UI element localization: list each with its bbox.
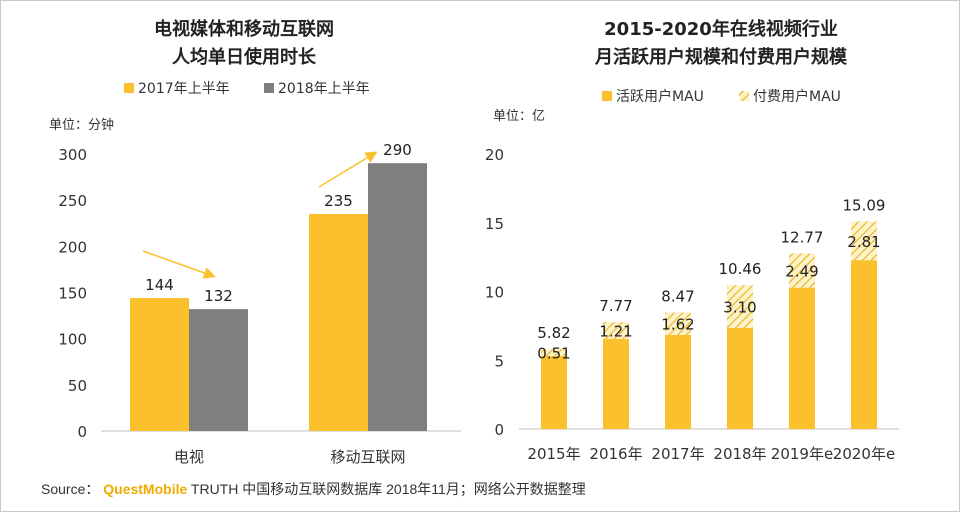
right-bar-active: [603, 338, 629, 429]
source-label: Source：: [41, 481, 100, 497]
right-total-label: 12.77: [781, 228, 824, 246]
right-bar-paid: [541, 348, 567, 356]
right-paid-label: 0.51: [537, 344, 570, 362]
left-bar-value-label: 235: [324, 192, 353, 210]
right-bar-active: [789, 287, 815, 429]
left-bar-value-label: 290: [383, 141, 412, 159]
right-legend-label-paid: 付费用户MAU: [753, 88, 841, 105]
left-bar-value-label: 144: [145, 276, 174, 294]
right-y-tick-label: 5: [494, 352, 504, 370]
left-unit-label: 单位：分钟: [49, 117, 114, 133]
right-x-tick-label: 2017年: [651, 445, 704, 463]
left-y-tick-label: 150: [58, 285, 87, 303]
charts-svg: 电视媒体和移动互联网 人均单日使用时长 2017年上半年 2018年上半年 单位…: [49, 18, 899, 466]
left-title-line1: 电视媒体和移动互联网: [154, 18, 334, 40]
right-unit-label: 单位：亿: [493, 109, 545, 124]
left-y-tick-label: 300: [58, 146, 87, 164]
right-x-tick-label: 2016年: [589, 445, 642, 463]
brand-name: QuestMobile: [103, 481, 188, 497]
right-y-tick-label: 15: [485, 215, 504, 233]
right-y-tick-label: 20: [485, 146, 504, 164]
right-legend-swatch-paid: [739, 91, 749, 101]
right-total-label: 15.09: [843, 197, 886, 215]
left-legend-swatch-2017: [124, 83, 134, 93]
right-x-axis-ticks: 2015年 2016年 2017年 2018年 2019年e 2020年e: [527, 445, 895, 463]
left-y-tick-label: 0: [77, 423, 87, 441]
right-total-label: 10.46: [719, 260, 762, 278]
right-bar-paid: [727, 285, 753, 328]
right-bar-active: [727, 327, 753, 429]
right-y-axis-ticks: 0 5 10 15 20: [485, 146, 504, 439]
right-title-line1: 2015-2020年在线视频行业: [604, 18, 838, 40]
right-bar-paid: [851, 221, 877, 261]
right-bar-paid: [603, 322, 629, 339]
right-y-tick-label: 0: [494, 421, 504, 439]
right-legend-swatch-active: [602, 91, 612, 101]
right-bar-paid: [665, 312, 691, 335]
left-x-tick-label: 电视: [174, 448, 204, 466]
left-bar: [368, 163, 427, 431]
right-legend-label-active: 活跃用户MAU: [616, 88, 704, 105]
left-legend-label-2017: 2017年上半年: [138, 81, 230, 97]
right-x-tick-label: 2018年: [713, 445, 766, 463]
right-paid-label: 3.10: [723, 298, 756, 316]
left-bar: [130, 298, 189, 431]
left-y-axis-ticks: 0 50 100 150 200 250 300: [58, 146, 87, 441]
left-title-line2: 人均单日使用时长: [172, 46, 317, 68]
left-legend-label-2018: 2018年上半年: [278, 81, 370, 97]
left-y-tick-label: 200: [58, 238, 87, 256]
source-footer: Source： QuestMobile TRUTH 中国移动互联网数据库 201…: [41, 479, 586, 499]
source-text: TRUTH 中国移动互联网数据库 2018年11月；网络公开数据整理: [190, 481, 586, 497]
right-total-label: 7.77: [599, 297, 632, 315]
right-x-tick-label: 2020年e: [833, 445, 895, 463]
left-bars: 144 132 235 290: [130, 141, 427, 431]
right-y-tick-label: 10: [485, 284, 504, 302]
left-bar: [189, 309, 248, 431]
right-paid-label: 1.62: [661, 316, 694, 334]
right-x-tick-label: 2019年e: [771, 445, 833, 463]
left-y-tick-label: 100: [58, 331, 87, 349]
left-trend-arrow-tv: [142, 250, 216, 279]
right-x-tick-label: 2015年: [527, 445, 580, 463]
right-total-label: 8.47: [661, 288, 694, 306]
right-bar-active: [665, 334, 691, 429]
right-bar-active: [541, 355, 567, 429]
left-bar: [309, 214, 368, 431]
right-bar-active: [851, 260, 877, 429]
left-y-tick-label: 250: [58, 192, 87, 210]
right-bars: 5.82 0.51 7.77 1.21 8.47 1.62 10.46 3.10 12.77 2.…: [537, 197, 885, 429]
left-legend-swatch-2018: [264, 83, 274, 93]
left-trend-arrow-mobile: [318, 151, 378, 188]
left-y-tick-label: 50: [68, 377, 87, 395]
left-bar-value-label: 132: [204, 287, 233, 305]
right-paid-label: 2.49: [785, 263, 818, 281]
right-paid-label: 2.81: [847, 233, 880, 251]
right-paid-label: 1.21: [599, 322, 632, 340]
right-bar-paid: [789, 253, 815, 288]
right-total-label: 5.82: [537, 324, 570, 342]
right-title-line2: 月活跃用户规模和付费用户规模: [594, 46, 848, 68]
left-x-axis-ticks: 电视 移动互联网: [174, 448, 406, 466]
left-x-tick-label: 移动互联网: [330, 448, 405, 466]
